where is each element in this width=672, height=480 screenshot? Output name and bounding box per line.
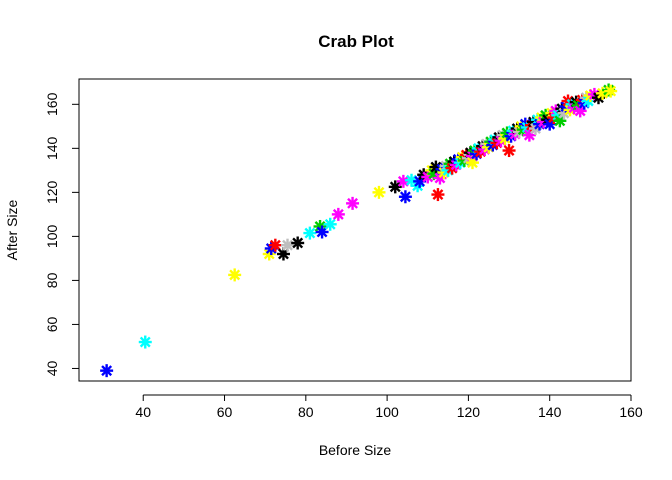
data-point (331, 207, 345, 221)
x-tick-label: 40 (135, 404, 151, 420)
y-tick-label: 140 (44, 136, 60, 160)
x-tick-label: 100 (375, 404, 399, 420)
y-tick-label: 60 (44, 316, 60, 332)
data-point (315, 225, 329, 239)
y-tick-label: 80 (44, 272, 60, 288)
data-points (100, 83, 618, 378)
y-tick-label: 120 (44, 180, 60, 204)
x-axis: 40 60 80 100 120 140 160 (135, 394, 643, 420)
x-axis-title: Before Size (319, 442, 392, 458)
x-tick-label: 120 (457, 404, 481, 420)
data-point (138, 335, 152, 349)
data-point (303, 226, 317, 240)
data-point (604, 84, 618, 98)
data-point (268, 238, 282, 252)
data-point (100, 364, 114, 378)
x-tick-label: 140 (538, 404, 562, 420)
y-axis: 40 60 80 100 120 140 160 (44, 92, 80, 376)
data-point (291, 236, 305, 250)
x-tick-label: 60 (217, 404, 233, 420)
x-tick-label: 80 (298, 404, 314, 420)
data-point (372, 185, 386, 199)
data-point (431, 188, 445, 202)
y-tick-label: 40 (44, 360, 60, 376)
x-tick-label: 160 (619, 404, 643, 420)
chart-title: Crab Plot (318, 32, 394, 51)
y-tick-label: 160 (44, 92, 60, 116)
data-point (323, 217, 337, 231)
y-tick-label: 100 (44, 224, 60, 248)
data-point (502, 144, 516, 158)
data-point (398, 190, 412, 204)
y-axis-title: After Size (4, 199, 20, 260)
data-point (228, 268, 242, 282)
data-point (346, 196, 360, 210)
data-point (281, 238, 295, 252)
data-point (388, 180, 402, 194)
